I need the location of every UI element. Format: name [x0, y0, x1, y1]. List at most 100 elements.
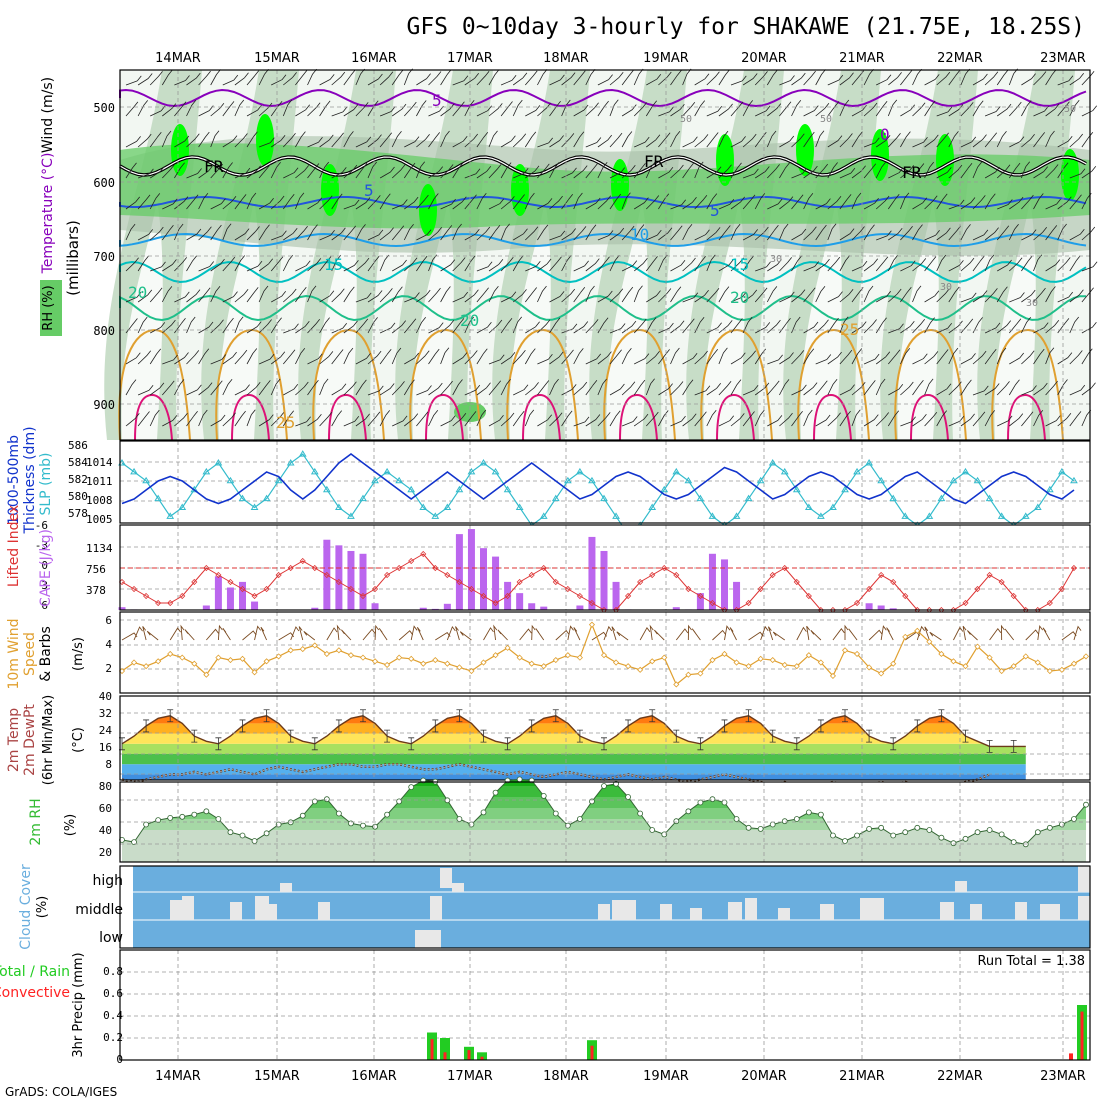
- wind-barb: [791, 384, 807, 396]
- wind-barb: [392, 415, 408, 427]
- rh-point: [890, 832, 897, 839]
- wind-barb: [585, 319, 599, 334]
- wind-barb: [319, 74, 335, 86]
- panel-frame: [119, 611, 1091, 694]
- surface-wind-barb: [519, 628, 532, 641]
- min-max-bar: [673, 729, 680, 743]
- rh-point: [564, 822, 571, 829]
- wind-barb: [585, 414, 601, 427]
- rh-point: [842, 838, 848, 844]
- surface-wind-barb: [184, 629, 195, 641]
- wind-barb: [839, 72, 854, 86]
- wind-barb: [428, 227, 443, 241]
- wind-barb: [960, 163, 973, 179]
- rh-point: [577, 816, 583, 822]
- wind-barb: [258, 285, 269, 303]
- wind-barb: [791, 228, 807, 241]
- lifted-index-point: [299, 557, 306, 565]
- wind-tick-label: 4: [105, 638, 112, 651]
- wind-barb: [561, 228, 577, 241]
- wind-speed-point: [311, 642, 318, 649]
- wind-barb: [633, 102, 648, 117]
- day-label-top: 20MAR: [741, 51, 787, 66]
- wind-barb: [367, 161, 378, 179]
- wind-barb: [525, 382, 539, 396]
- wind-barb: [525, 165, 540, 179]
- surface-wind-barb: [687, 624, 692, 641]
- wind-barb: [476, 409, 487, 427]
- cape-bar: [516, 593, 524, 610]
- li-tick-label: -3: [35, 539, 48, 552]
- wind-barb: [791, 350, 805, 365]
- wind-speed-point: [1022, 653, 1029, 660]
- rh-dry-area: [509, 200, 551, 440]
- wind-barb: [754, 382, 770, 396]
- wind-barb: [537, 414, 553, 427]
- wind-barb: [645, 161, 656, 179]
- slp-tick-label: 1008: [86, 494, 113, 507]
- cloud-level-label: middle: [75, 902, 123, 918]
- wind-speed-point: [576, 654, 583, 661]
- rh-point: [781, 818, 788, 825]
- wind-barb: [1081, 193, 1092, 210]
- wind-barb: [476, 287, 489, 303]
- rh-point: [926, 827, 933, 833]
- wind-barb: [645, 378, 655, 396]
- wind-barb: [512, 349, 526, 365]
- wind-barb: [331, 132, 344, 148]
- wind-barb: [210, 414, 226, 427]
- rh-point: [263, 830, 270, 837]
- wind-barb: [839, 316, 849, 334]
- surface-wind-barb: [924, 626, 930, 641]
- wind-barb: [706, 193, 718, 210]
- wind-barb: [996, 286, 1008, 303]
- wind-barb: [1033, 71, 1047, 86]
- wind-barb: [367, 100, 379, 117]
- surface-wind-barb: [459, 631, 472, 641]
- rh-point: [516, 776, 523, 783]
- wind-barb: [573, 416, 590, 427]
- surface-wind-barb: [242, 630, 257, 641]
- wind-barb: [149, 287, 163, 303]
- wind-barb: [972, 100, 984, 117]
- wind-barb: [210, 103, 225, 117]
- lifted-index-point: [1046, 599, 1053, 607]
- lifted-index-point: [384, 571, 391, 579]
- rh-point: [986, 827, 993, 833]
- wind-barb: [766, 380, 780, 396]
- wind-barb: [755, 261, 771, 272]
- wind-barb: [174, 75, 190, 86]
- wind-barb: [694, 411, 707, 427]
- lifted-index-point: [371, 585, 379, 593]
- wind-barb: [863, 197, 879, 210]
- wind-speed-point: [938, 650, 945, 658]
- wind-barb: [210, 380, 223, 396]
- wind-barb: [295, 104, 311, 117]
- wind-barb: [343, 381, 357, 396]
- wind-barb: [960, 136, 977, 148]
- surface-wind-barb: [146, 630, 159, 641]
- wind-barb: [404, 352, 420, 365]
- wind-barb: [234, 410, 246, 427]
- wind-barb: [161, 225, 174, 241]
- wind-barb: [270, 317, 282, 334]
- wind-speed-point: [143, 663, 150, 670]
- wind-barb: [234, 167, 251, 179]
- wind-barb: [900, 381, 914, 396]
- wind-barb: [367, 350, 382, 365]
- wind-barb: [355, 136, 372, 148]
- wind-barb: [742, 289, 758, 303]
- cape-bar: [359, 553, 367, 610]
- wind-barb: [755, 105, 771, 117]
- temp-tick-label: 40: [99, 690, 112, 703]
- temp-color-band: [122, 733, 1026, 744]
- wind-barb: [863, 137, 880, 148]
- wind-barb: [319, 290, 335, 303]
- wind-barb: [682, 101, 696, 117]
- freezing-level-line-inner: [119, 156, 1087, 176]
- wind-barb: [452, 257, 466, 272]
- wind-barb: [464, 228, 480, 241]
- wind-barb: [295, 286, 307, 303]
- lifted-index-point: [540, 564, 547, 572]
- wind-barb: [706, 383, 722, 396]
